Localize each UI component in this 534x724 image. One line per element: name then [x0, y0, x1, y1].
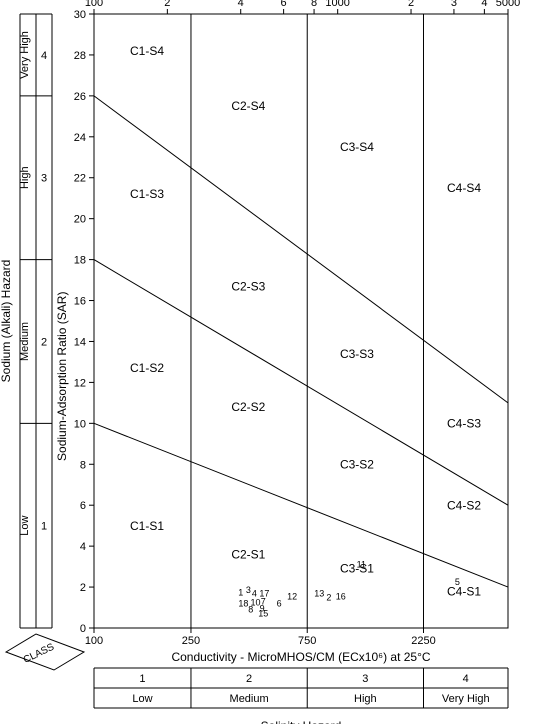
y-tick-label: 30 [74, 9, 86, 21]
x-top-tick-label: 5000 [496, 0, 520, 9]
data-point: 13 [314, 588, 324, 598]
x-top-tick-label: 4 [481, 0, 487, 9]
class-col-num: 3 [362, 673, 368, 685]
y-tick-label: 16 [74, 296, 86, 308]
x-top-tick-label: 2 [408, 0, 414, 9]
region-label: C2-S2 [231, 400, 265, 414]
y-tick-label: 22 [74, 173, 86, 185]
data-point: 12 [287, 591, 297, 601]
left-class-label: High [19, 166, 31, 189]
x-top-tick-label: 3 [451, 0, 457, 9]
y-tick-label: 4 [80, 541, 86, 553]
x-top-tick-label: 6 [281, 0, 287, 9]
data-point: 16 [336, 591, 346, 601]
region-label: C4-S2 [447, 498, 481, 512]
y-tick-label: 0 [80, 623, 86, 635]
x-bot-tick-label: 750 [298, 635, 316, 647]
y-tick-label: 24 [74, 132, 86, 144]
data-point: 3 [246, 585, 251, 595]
class-col-label: Very High [442, 693, 490, 705]
us-salinity-diagram: 0246810121416182022242628301002468100023… [0, 0, 534, 724]
left-class-num: 1 [41, 521, 47, 533]
data-point: 1 [238, 587, 243, 597]
class-col-label: Low [132, 693, 152, 705]
region-label: C3-S2 [340, 457, 374, 471]
x-top-tick-label: 2 [164, 0, 170, 9]
data-point: 11 [357, 560, 366, 570]
sodium-divider [94, 96, 508, 403]
y-tick-label: 8 [80, 459, 86, 471]
plot-area [94, 14, 508, 628]
x-axis-label: Conductivity - MicroMHOS/CM (ECx10⁶) at … [171, 650, 430, 664]
x-bot-tick-label: 250 [182, 635, 200, 647]
region-label: C1-S1 [130, 519, 164, 533]
data-point: 15 [258, 609, 268, 619]
data-point: 5 [455, 577, 460, 587]
left-class-num: 4 [41, 50, 47, 62]
sodium-divider [94, 260, 508, 506]
y-tick-label: 2 [80, 582, 86, 594]
y-tick-label: 14 [74, 336, 86, 348]
region-label: C2-S3 [231, 279, 265, 293]
x-top-tick-label: 8 [311, 0, 317, 9]
class-col-num: 2 [246, 673, 252, 685]
x-bot-tick-label: 100 [85, 635, 103, 647]
y-tick-label: 12 [74, 377, 86, 389]
class-col-num: 1 [139, 673, 145, 685]
left-class-label: Low [19, 516, 31, 536]
region-label: C1-S4 [130, 44, 164, 58]
x-top-tick-label: 100 [85, 0, 103, 9]
y-tick-label: 28 [74, 50, 86, 62]
region-label: C4-S1 [447, 584, 481, 598]
sodium-divider [94, 423, 508, 587]
class-col-num: 4 [463, 673, 469, 685]
data-point: 6 [277, 599, 282, 609]
y-tick-label: 20 [74, 214, 86, 226]
region-label: C3-S4 [340, 140, 374, 154]
y-tick-label: 18 [74, 255, 86, 267]
region-label: C4-S3 [447, 416, 481, 430]
salinity-hazard-title: Salinity Hazard [261, 719, 342, 724]
region-label: C2-S1 [231, 547, 265, 561]
class-corner-label: CLASS [22, 641, 57, 665]
x-top-tick-label: 4 [238, 0, 244, 9]
region-label: C4-S4 [447, 181, 481, 195]
y-tick-label: 10 [74, 418, 86, 430]
y-axis-label: Sodium-Adsorption Ratio (SAR) [55, 292, 69, 461]
data-point: 2 [326, 592, 331, 602]
left-class-label: Medium [19, 322, 31, 361]
x-top-tick-label: 1000 [325, 0, 349, 9]
left-class-label: Very High [19, 31, 31, 79]
left-class-num: 2 [41, 336, 47, 348]
class-col-label: High [354, 693, 377, 705]
data-point: 18 [238, 599, 248, 609]
class-col-label: Medium [230, 693, 269, 705]
data-point: 8 [248, 605, 253, 615]
region-label: C2-S4 [231, 99, 265, 113]
x-bot-tick-label: 2250 [411, 635, 435, 647]
left-class-num: 3 [41, 173, 47, 185]
region-label: C1-S3 [130, 187, 164, 201]
sodium-hazard-title: Sodium (Alkali) Hazard [0, 260, 13, 383]
region-label: C3-S3 [340, 347, 374, 361]
y-tick-label: 6 [80, 500, 86, 512]
region-label: C1-S2 [130, 361, 164, 375]
y-tick-label: 26 [74, 91, 86, 103]
